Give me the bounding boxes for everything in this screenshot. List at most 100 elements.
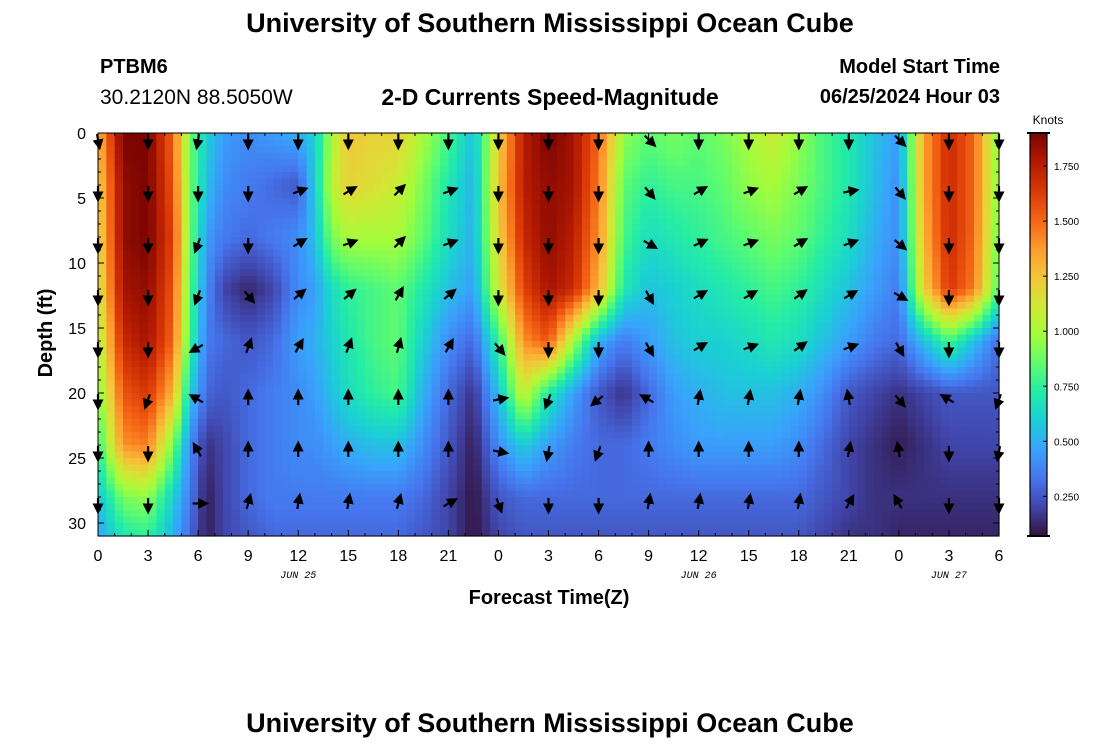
heat-cell	[490, 224, 500, 232]
heat-cell	[615, 263, 625, 271]
heat-cell	[406, 237, 416, 245]
heat-cell	[490, 354, 500, 362]
heat-cell	[915, 341, 925, 349]
heat-cell	[873, 425, 883, 433]
heat-cell	[648, 269, 658, 277]
heat-cell	[656, 237, 666, 245]
heat-cell	[448, 146, 458, 154]
heat-cell	[832, 412, 842, 420]
heat-cell	[690, 237, 700, 245]
heat-cell	[940, 386, 950, 394]
heat-cell	[173, 237, 183, 245]
heat-cell	[198, 334, 208, 342]
heat-cell	[223, 399, 233, 407]
heat-cell	[656, 347, 666, 355]
heat-cell	[331, 269, 341, 277]
heat-cell	[923, 386, 933, 394]
heat-cell	[990, 289, 1000, 297]
heat-cell	[873, 308, 883, 316]
heat-cell	[356, 315, 366, 323]
heat-cell	[707, 185, 716, 193]
heat-cell	[389, 152, 399, 160]
heat-cell	[181, 354, 191, 362]
heat-cell	[281, 152, 291, 160]
heat-cell	[198, 308, 208, 316]
heat-cell	[715, 237, 725, 245]
heat-cell	[490, 386, 500, 394]
heat-cell	[556, 302, 566, 310]
heat-cell	[415, 360, 424, 368]
heat-cell	[364, 263, 374, 271]
heat-cell	[515, 341, 525, 349]
heat-cell	[581, 347, 591, 355]
heat-cell	[273, 211, 283, 219]
heat-cell	[498, 360, 508, 368]
heat-cell	[732, 159, 741, 167]
heat-cell	[273, 139, 283, 147]
heat-cell	[565, 360, 575, 368]
heat-cell	[840, 217, 850, 225]
heat-cell	[932, 133, 942, 141]
heat-cell	[189, 321, 199, 329]
heat-cell	[990, 250, 1000, 258]
heat-cell	[456, 328, 466, 336]
heat-cell	[314, 347, 324, 355]
heat-cell	[782, 204, 792, 212]
heat-cell	[415, 211, 424, 219]
heat-cell	[98, 152, 107, 160]
heat-cell	[198, 373, 208, 381]
heat-cell	[289, 185, 299, 193]
heat-cell	[256, 354, 266, 362]
heat-cell	[898, 217, 908, 225]
heat-cell	[415, 302, 424, 310]
heat-cell	[148, 133, 157, 141]
heat-cell	[606, 198, 616, 206]
heat-cell	[239, 360, 249, 368]
heat-cell	[148, 217, 157, 225]
heat-cell	[440, 133, 449, 141]
heat-cell	[248, 321, 258, 329]
heat-cell	[515, 302, 525, 310]
heat-cell	[106, 256, 116, 264]
heat-cell	[273, 191, 283, 199]
heat-cell	[106, 341, 116, 349]
heat-cell	[723, 406, 733, 414]
heat-cell	[273, 133, 283, 141]
heat-cell	[465, 295, 475, 303]
heat-cell	[673, 354, 683, 362]
heat-cell	[990, 282, 1000, 290]
heat-cell	[748, 282, 758, 290]
heat-cell	[581, 386, 591, 394]
heat-cell	[348, 354, 358, 362]
heat-cell	[448, 360, 458, 368]
heat-cell	[123, 360, 132, 368]
heat-cell	[181, 367, 191, 375]
heat-cell	[882, 276, 892, 284]
heat-cell	[531, 406, 541, 414]
heat-cell	[807, 204, 817, 212]
heat-cell	[698, 152, 708, 160]
heat-cell	[832, 386, 842, 394]
heat-cell	[456, 139, 466, 147]
heat-cell	[239, 133, 249, 141]
heat-cell	[114, 432, 124, 440]
heat-cell	[631, 347, 641, 355]
heat-cell	[331, 289, 341, 297]
heat-cell	[139, 328, 149, 336]
heat-cell	[873, 133, 883, 141]
heat-cell	[631, 191, 641, 199]
heat-cell	[364, 204, 374, 212]
heat-cell	[773, 243, 783, 251]
heat-cell	[98, 334, 107, 342]
heat-cell	[590, 185, 600, 193]
heat-cell	[381, 334, 391, 342]
heat-cell	[323, 133, 333, 141]
heat-cell	[456, 159, 466, 167]
heat-cell	[381, 269, 391, 277]
heat-cell	[256, 373, 266, 381]
heat-cell	[173, 399, 183, 407]
heat-cell	[173, 250, 183, 258]
heat-cell	[740, 386, 750, 394]
heat-cell	[857, 282, 867, 290]
heat-cell	[156, 412, 166, 420]
